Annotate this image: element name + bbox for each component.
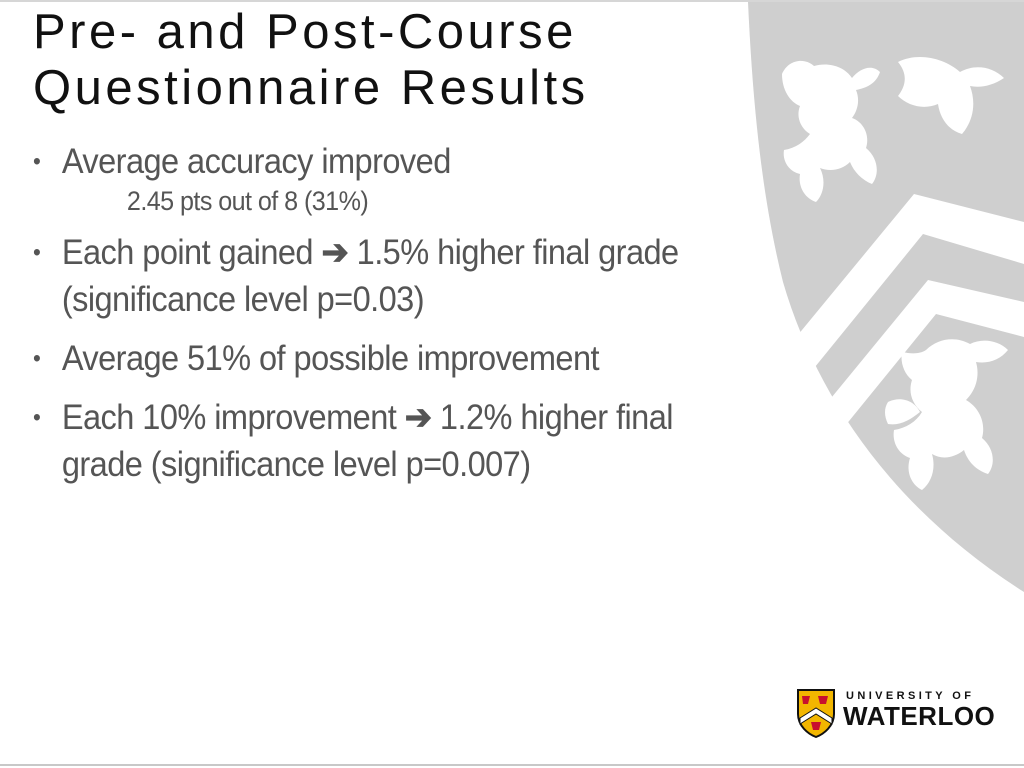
slide-title: Pre- and Post-Course Questionnaire Resul… bbox=[33, 4, 733, 116]
title-line-2: Questionnaire Results bbox=[33, 61, 589, 115]
bullet-subtext: 2.45 pts out of 8 (31%) bbox=[126, 186, 369, 216]
bullet-item-accuracy: • Average accuracy improved 2.45 pts out… bbox=[33, 138, 693, 219]
bottom-divider bbox=[0, 764, 1024, 766]
bullet-dot: • bbox=[33, 148, 41, 175]
arrow-right-icon: ➔ bbox=[321, 233, 349, 272]
bullet-item-ten-percent: • Each 10% improvement ➔ 1.2% higher fin… bbox=[33, 394, 693, 488]
logo-university-of: UNIVERSITY OF bbox=[846, 690, 975, 702]
bullet-text-before: Each point gained bbox=[61, 233, 314, 272]
bullet-text-after: 1.2% higher final grade (significance le… bbox=[61, 398, 674, 484]
bullet-text: Average 51% of possible improvement bbox=[61, 339, 600, 378]
bullet-dot: • bbox=[33, 404, 41, 431]
arrow-right-icon: ➔ bbox=[404, 398, 432, 437]
title-line-1: Pre- and Post-Course bbox=[33, 5, 577, 59]
bullet-text-after: 1.5% higher final grade (significance le… bbox=[61, 233, 679, 319]
bullet-item-possible-improvement: • Average 51% of possible improvement bbox=[33, 335, 693, 382]
bullet-list: • Average accuracy improved 2.45 pts out… bbox=[33, 138, 743, 488]
top-divider bbox=[0, 0, 1024, 2]
waterloo-shield-icon bbox=[797, 689, 835, 738]
logo-waterloo: WATERLOO bbox=[843, 701, 996, 731]
university-logo: UNIVERSITY OF WATERLOO bbox=[796, 688, 996, 740]
bullet-text-before: Each 10% improvement bbox=[61, 398, 397, 437]
crest-watermark-icon bbox=[748, 2, 1024, 592]
bullet-text: Average accuracy improved bbox=[61, 142, 451, 181]
bullet-dot: • bbox=[33, 239, 41, 266]
bullet-dot: • bbox=[33, 345, 41, 372]
bullet-item-point-gained: • Each point gained ➔ 1.5% higher final … bbox=[33, 229, 693, 323]
